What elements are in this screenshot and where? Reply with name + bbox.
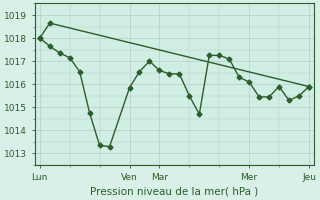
X-axis label: Pression niveau de la mer( hPa ): Pression niveau de la mer( hPa ) [90,187,259,197]
